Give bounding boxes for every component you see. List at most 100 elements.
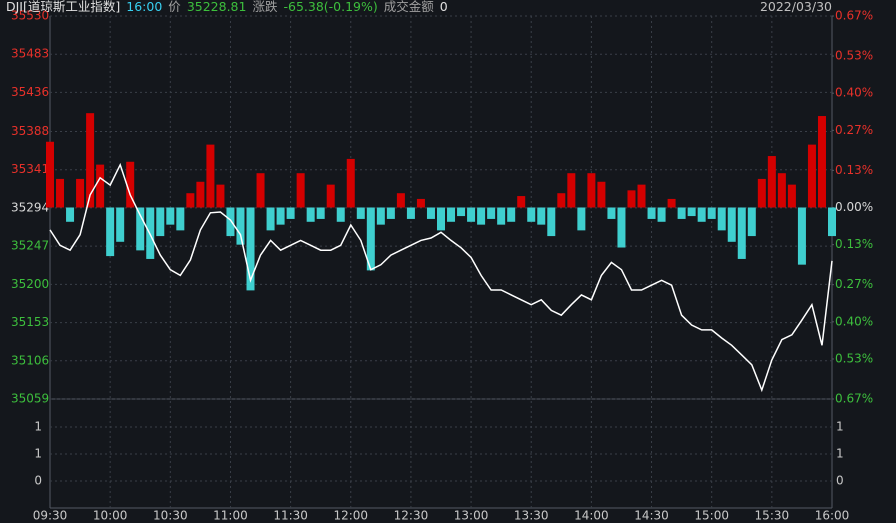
bar [126,161,135,208]
bar [697,207,706,222]
bar [767,156,776,208]
bar [807,144,816,208]
x-tick-label: 12:00 [333,509,368,523]
x-tick-label: 10:30 [153,509,188,523]
y2-tick-label: 0.67% [835,392,873,406]
x-tick-label: 11:30 [273,509,308,523]
bar [396,193,405,208]
bar [76,178,85,208]
y2-tick-label: 0.13% [835,163,873,177]
time: 16:00 [126,0,163,14]
bar [787,184,796,208]
bar [136,207,145,251]
y-tick-label: 35153 [11,315,49,329]
price-label: 价 [168,0,181,14]
bar [216,184,225,208]
bar [717,207,726,231]
bar [737,207,746,259]
bar [507,207,516,222]
change-label: 涨跌 [252,0,278,14]
bar [346,158,355,208]
y-tick-label: 35247 [11,239,49,253]
y2-tick-label: 0.53% [835,49,873,63]
x-tick-label: 15:00 [694,509,729,523]
bar [657,207,666,222]
bar [256,173,265,208]
bar [176,207,185,231]
bar [196,181,205,208]
x-tick-label: 09:30 [33,509,68,523]
bar [547,207,556,237]
date: 2022/03/30 [759,0,832,14]
bar [517,196,526,208]
bar [627,190,636,208]
bar [366,207,375,271]
bar [426,207,435,219]
x-tick-label: 11:00 [213,509,248,523]
bar [457,207,466,217]
y-tick-label: 35436 [11,85,49,99]
bar [437,207,445,231]
y2-tick-label: 0.27% [835,277,873,291]
y2-tick-label: 0.53% [835,351,873,365]
price-line [49,162,833,393]
bar [336,207,345,222]
bar [246,207,255,291]
bar [587,173,596,208]
bar [797,207,806,265]
y-tick-label: 35059 [11,392,49,406]
bar [677,207,686,219]
bar [817,116,826,208]
bar [757,178,766,208]
bar [416,198,425,208]
x-tick-label: 13:30 [514,509,549,523]
bar [567,173,576,208]
bar [326,184,335,208]
y2-tick-label: 0.00% [835,200,873,214]
header: DJI[道琼斯工业指数] 16:00 价 35228.81 涨跌 -65.38(-0.19… [6,0,832,14]
bar [386,207,395,219]
y-tick-label: 35106 [11,353,49,367]
bar [447,207,456,222]
bar [597,181,606,208]
bar [316,207,325,219]
bar [777,173,786,208]
bar [527,207,536,222]
bar [96,164,105,208]
bar [276,207,285,225]
bar [497,207,506,225]
bar [116,207,125,242]
bar [156,207,165,237]
x-tick-label: 15:30 [755,509,790,523]
symbol: DJI[道琼斯工业指数] [6,0,121,14]
y2-tick-label: 0.40% [835,86,873,100]
bar [66,207,75,222]
y2-tick-label: 0.40% [835,314,873,328]
bar [607,207,616,219]
bar [537,207,546,225]
y-tick-label: 35530 [11,9,49,23]
bar [166,207,175,225]
bar [667,198,676,208]
bar [577,207,586,231]
bar [356,207,365,219]
bar [186,193,195,208]
bar [637,184,646,208]
x-tick-label: 10:00 [93,509,128,523]
x-tick-label: 14:30 [634,509,669,523]
y-tick-label: 35388 [11,124,49,138]
bar [56,178,65,208]
y-tick-label: 35483 [11,47,49,61]
y-tick-label: 35294 [11,200,49,214]
amount-label: 成交金额 [383,0,434,14]
y2-tick-label: 0.67% [835,9,873,23]
bar [286,207,295,219]
bar [487,207,496,219]
y2-tick-label: 0.27% [835,123,873,137]
y2-tick-label: 0.13% [835,237,873,251]
bar [467,207,476,222]
bar [306,207,315,222]
volume-tick-label: 1 [34,447,42,461]
